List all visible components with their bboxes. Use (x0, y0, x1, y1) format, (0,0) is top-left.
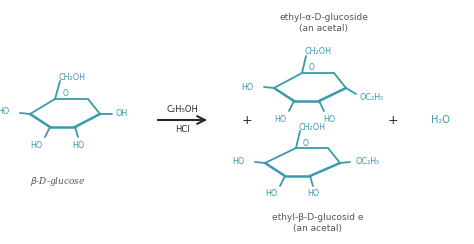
Text: H₂O: H₂O (430, 115, 449, 125)
Text: (an acetal): (an acetal) (300, 24, 348, 33)
Text: HO: HO (72, 141, 84, 150)
Text: $\beta$-D-glucose: $\beta$-D-glucose (30, 175, 86, 189)
Text: HO: HO (274, 114, 286, 123)
Text: O: O (63, 90, 69, 99)
Text: CH₂OH: CH₂OH (58, 72, 85, 81)
Text: HO: HO (0, 108, 10, 116)
Text: HO: HO (323, 114, 335, 123)
Text: +: + (242, 113, 252, 126)
Text: ethyl-β-D-glucosid e: ethyl-β-D-glucosid e (272, 214, 364, 223)
Text: OH: OH (116, 110, 128, 119)
Text: (an acetal): (an acetal) (293, 224, 343, 234)
Text: HCl: HCl (175, 125, 189, 134)
Text: HO: HO (30, 141, 42, 150)
Text: +: + (388, 113, 398, 126)
Text: ethyl-α-D-glucoside: ethyl-α-D-glucoside (280, 13, 368, 22)
Text: O: O (303, 139, 309, 148)
Text: HO: HO (242, 82, 254, 92)
Text: HO: HO (233, 157, 245, 166)
Text: O: O (309, 63, 315, 72)
Text: OC₂H₅: OC₂H₅ (356, 157, 380, 166)
Text: CH₂OH: CH₂OH (299, 122, 326, 132)
Text: OC₂H₅: OC₂H₅ (360, 92, 384, 102)
Text: CH₂OH: CH₂OH (304, 48, 331, 57)
Text: C₂H₅OH: C₂H₅OH (166, 104, 198, 113)
Text: HO: HO (307, 190, 319, 199)
Text: HO: HO (265, 190, 277, 199)
